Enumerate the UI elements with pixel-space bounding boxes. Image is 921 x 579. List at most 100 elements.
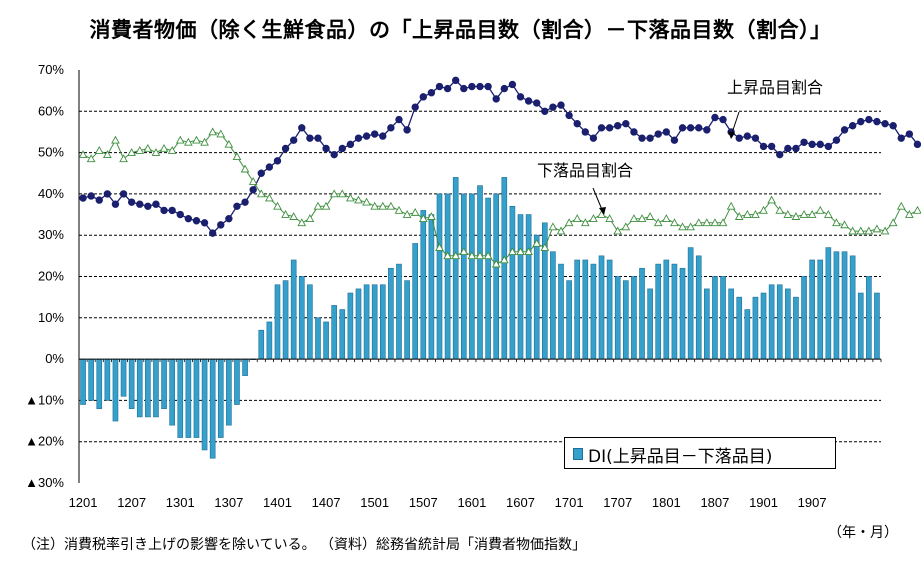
- point-marker: [111, 135, 120, 144]
- bar: [104, 358, 111, 401]
- bar: [485, 197, 491, 360]
- bar: [671, 263, 678, 360]
- point-marker: [734, 212, 744, 220]
- point-marker: [224, 139, 234, 148]
- bar: [363, 284, 370, 360]
- point-marker: [297, 218, 307, 227]
- point-marker: [378, 201, 388, 210]
- bar: [428, 214, 435, 360]
- bar: [193, 358, 200, 438]
- point-marker: [695, 124, 703, 132]
- point-marker: [629, 214, 639, 223]
- point-marker: [86, 154, 96, 163]
- point-marker: [541, 107, 549, 116]
- bar: [517, 214, 524, 360]
- bar: [631, 276, 637, 360]
- bar: [274, 284, 281, 360]
- point-marker: [78, 150, 88, 158]
- bar: [242, 358, 248, 376]
- point-marker: [314, 134, 322, 142]
- point-marker: [904, 210, 914, 218]
- point-marker: [857, 117, 865, 126]
- bar: [169, 358, 175, 426]
- point-marker: [896, 201, 906, 210]
- point-marker: [848, 226, 858, 235]
- bar: [323, 321, 329, 360]
- series-annotations: 上昇品目割合 下落品目割合: [537, 78, 823, 215]
- point-marker: [605, 124, 614, 132]
- point-marker: [184, 214, 193, 223]
- axes: [78, 70, 882, 483]
- bar: [752, 296, 759, 360]
- point-marker: [281, 144, 290, 153]
- bar: [128, 358, 135, 409]
- point-marker: [889, 122, 897, 130]
- point-marker: [321, 201, 331, 210]
- x-tick-label: 1907: [798, 495, 827, 510]
- bar: [801, 276, 807, 360]
- point-marker: [556, 226, 566, 235]
- legend-label-di: DI(上昇品目－下落品目): [588, 447, 773, 467]
- x-tick-label: 1507: [409, 495, 438, 510]
- bar: [112, 358, 119, 422]
- chart-legend: DI(上昇品目－下落品目): [564, 437, 836, 469]
- point-marker: [443, 84, 452, 93]
- bar: [226, 358, 232, 426]
- point-marker: [410, 207, 420, 216]
- point-marker: [435, 243, 444, 251]
- x-tick-label: 1501: [360, 495, 389, 510]
- bar: [606, 259, 613, 360]
- point-marker: [597, 210, 606, 218]
- bar: [849, 255, 856, 360]
- point-marker: [565, 111, 573, 120]
- point-marker: [176, 210, 184, 219]
- point-marker: [484, 82, 492, 91]
- point-marker: [152, 200, 160, 208]
- bar: [590, 263, 597, 360]
- point-marker: [508, 247, 517, 256]
- bar: [582, 259, 589, 360]
- point-marker: [686, 124, 695, 132]
- bar: [234, 358, 240, 405]
- bar: [209, 358, 216, 459]
- point-marker: [216, 129, 226, 138]
- point-marker: [816, 140, 824, 149]
- bar: [866, 276, 872, 360]
- bar: [460, 193, 467, 360]
- y-tick-label: 30%: [38, 227, 64, 242]
- point-marker: [913, 205, 921, 214]
- point-marker: [799, 210, 809, 218]
- point-marker: [298, 124, 306, 132]
- bar: [687, 247, 694, 360]
- point-marker: [151, 148, 161, 156]
- bar: [655, 263, 662, 360]
- point-marker: [540, 243, 550, 251]
- point-marker: [873, 117, 881, 126]
- y-axis-ticks: 70% 60% 50% 40% 30% 20% 10% 0% ▲10% ▲20% ▲30%: [25, 62, 64, 490]
- point-marker: [775, 205, 785, 214]
- y-tick-label: 70%: [38, 62, 64, 77]
- point-marker: [557, 101, 565, 109]
- legend-swatch-di: [573, 448, 583, 460]
- y-tick-label: 10%: [38, 310, 64, 325]
- point-marker: [168, 206, 176, 215]
- point-marker: [661, 214, 671, 223]
- bar: [728, 288, 734, 360]
- point-marker: [880, 226, 890, 235]
- bar: [96, 358, 103, 409]
- bar: [647, 288, 653, 360]
- bar: [282, 280, 289, 360]
- point-marker: [637, 214, 647, 223]
- annotation-up-ratio-arrowhead: [728, 131, 735, 139]
- point-marker: [791, 212, 801, 220]
- point-marker: [200, 219, 209, 227]
- point-marker: [662, 128, 671, 136]
- point-marker: [183, 137, 193, 146]
- chart-title: 消費者物価（除く生鮮食品）の「上昇品目数（割合）－下落品目数（割合）」: [89, 18, 832, 42]
- point-marker: [354, 195, 363, 204]
- point-marker: [783, 210, 793, 218]
- point-marker: [475, 251, 485, 260]
- point-marker: [273, 157, 282, 165]
- point-marker: [751, 134, 760, 142]
- point-marker: [751, 210, 760, 218]
